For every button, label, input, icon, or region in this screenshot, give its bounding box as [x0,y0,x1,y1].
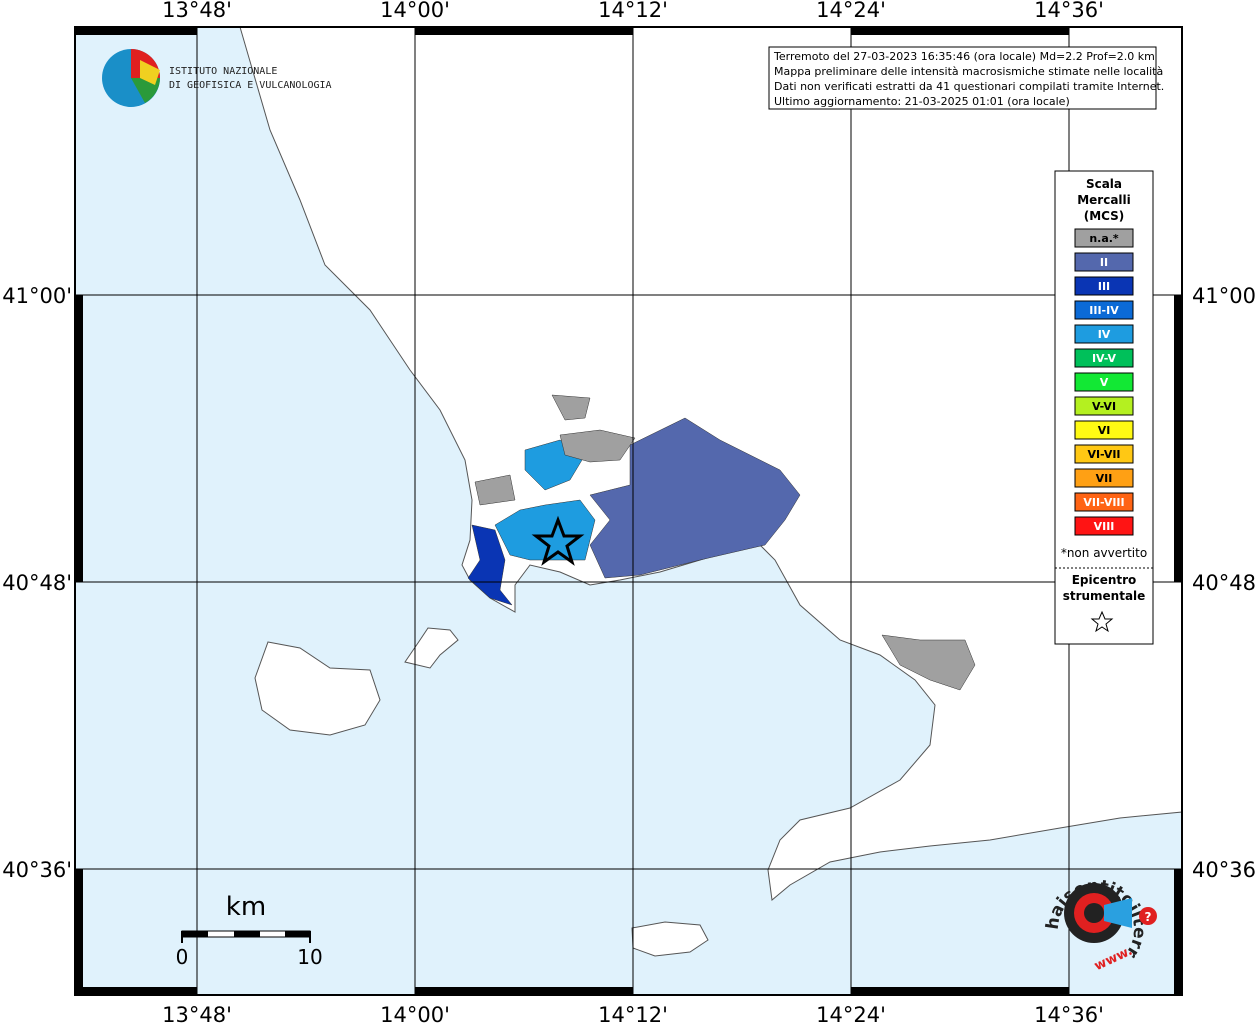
legend-label: III [1098,280,1110,293]
legend-swatch [1074,348,1134,368]
legend-label: VII-VIII [1083,496,1124,509]
legend-label: II [1100,256,1108,269]
legend-label: IV-V [1092,352,1117,365]
legend-swatch [1074,516,1134,536]
lon-label: 14°12' [598,1003,668,1024]
lat-label: 40°48' [2,571,72,595]
legend-title: Mercalli [1077,193,1131,207]
scale-tick: 10 [297,945,322,969]
lat-label: 40°36' [2,858,72,882]
legend-note: *non avvertito [1061,546,1147,560]
legend-label: VIII [1094,520,1115,533]
legend-swatch [1074,492,1134,512]
scale-unit: km [226,892,266,922]
legend-swatch [1074,324,1134,344]
scale-bar: km 0 10 [176,892,323,969]
legend-swatch [1074,468,1134,488]
legend-label: V-VI [1092,400,1116,413]
legend-label: IV [1098,328,1111,341]
legend-epicenter: Epicentro [1072,573,1137,587]
legend-swatch [1074,228,1134,248]
legend-swatch [1074,276,1134,296]
epicenter-star [531,515,585,566]
island [254,641,381,736]
info-line: Ultimo aggiornamento: 21-03-2025 01:01 (… [774,95,1070,108]
intensity-area [589,417,801,579]
badge-mark: ? [1145,910,1152,924]
lat-label: 41°00' [1192,284,1256,308]
legend-swatch [1074,252,1134,272]
legend-swatch [1074,444,1134,464]
lon-label: 14°24' [816,0,886,22]
intensity-area [467,524,513,606]
legend-label: VI-VII [1087,448,1120,461]
info-line: Mappa preliminare delle intensità macros… [774,65,1163,78]
frame [74,26,1183,996]
legend-epicenter: strumentale [1063,589,1146,603]
ingv-logo: ISTITUTO NAZIONALE DI GEOFISICA E VULCAN… [102,49,332,107]
legend-label: VI [1098,424,1111,437]
lon-label: 14°36' [1034,1003,1104,1024]
lon-label: 14°24' [816,1003,886,1024]
lon-label: 13°48' [162,0,232,22]
legend-title: Scala [1086,177,1122,191]
lat-label: 41°00' [2,284,72,308]
legend-swatch [1074,420,1134,440]
legend-label: n.a.* [1089,232,1119,245]
lon-label: 14°36' [1034,0,1104,22]
legend-swatch [1074,372,1134,392]
logo-line: ISTITUTO NAZIONALE [169,66,277,77]
legend-label: III-IV [1089,304,1119,317]
legend-swatch [1074,300,1134,320]
logo-line: DI GEOFISICA E VULCANOLOGIA [169,80,332,91]
lon-label: 14°12' [598,0,668,22]
lon-label: 14°00' [380,1003,450,1024]
legend-star [1090,610,1114,633]
island [631,921,709,957]
info-box [768,46,1157,110]
legend-label: V [1100,376,1109,389]
legend-label: VII [1096,472,1113,485]
legend-title: (MCS) [1084,209,1125,223]
lon-label: 14°00' [380,0,450,22]
scale-tick: 0 [176,945,189,969]
info-line: Dati non verificati estratti da 41 quest… [774,80,1164,93]
intensity-area [494,439,596,561]
info-line: Terremoto del 27-03-2023 16:35:46 (ora l… [773,50,1155,63]
legend-swatch [1074,396,1134,416]
island [404,627,459,669]
lat-label: 40°48' [1192,571,1256,595]
lat-label: 40°36' [1192,858,1256,882]
intensity-area [474,394,976,691]
lon-label: 13°48' [162,1003,232,1024]
